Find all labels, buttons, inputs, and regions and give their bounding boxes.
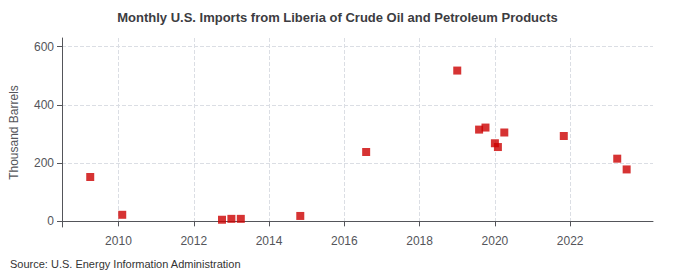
svg-text:2010: 2010 xyxy=(105,234,132,248)
svg-text:Source: U.S. Energy Informatio: Source: U.S. Energy Information Administ… xyxy=(10,258,241,270)
svg-text:2018: 2018 xyxy=(406,234,433,248)
svg-text:400: 400 xyxy=(34,98,54,112)
svg-text:Thousand Barrels: Thousand Barrels xyxy=(7,85,21,180)
svg-text:2012: 2012 xyxy=(180,234,207,248)
svg-text:0: 0 xyxy=(47,214,54,228)
svg-text:600: 600 xyxy=(34,40,54,54)
svg-text:2016: 2016 xyxy=(331,234,358,248)
svg-text:2020: 2020 xyxy=(482,234,509,248)
svg-text:200: 200 xyxy=(34,156,54,170)
svg-text:2014: 2014 xyxy=(256,234,283,248)
svg-text:Monthly U.S. Imports from Libe: Monthly U.S. Imports from Liberia of Cru… xyxy=(117,10,558,25)
svg-text:2022: 2022 xyxy=(557,234,584,248)
